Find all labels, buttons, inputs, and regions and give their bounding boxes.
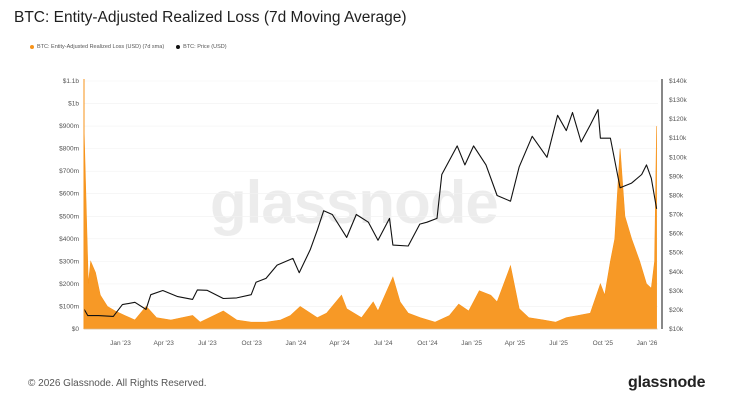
- x-tick-label: Jul '25: [549, 340, 568, 347]
- x-tick-label: Apr '24: [329, 340, 350, 347]
- copyright: © 2026 Glassnode. All Rights Reserved.: [28, 378, 207, 389]
- legend-item-price[interactable]: BTC: Price (USD): [176, 44, 227, 50]
- legend-item-loss[interactable]: BTC: Entity-Adjusted Realized Loss (USD)…: [30, 44, 164, 50]
- legend-label-price: BTC: Price (USD): [183, 44, 227, 50]
- y-right-tick-label: $90k: [669, 173, 684, 180]
- legend-label-loss: BTC: Entity-Adjusted Realized Loss (USD)…: [37, 44, 165, 50]
- loss-area-series: [83, 126, 657, 330]
- x-tick-label: Jan '26: [637, 340, 658, 347]
- brand-logo[interactable]: glassnode: [628, 374, 706, 391]
- x-tick-label: Jul '24: [374, 340, 393, 347]
- x-tick-label: Oct '25: [593, 340, 614, 347]
- legend-swatch-price: [176, 45, 181, 49]
- y-left-tick-label: $700m: [59, 168, 79, 175]
- y-left-tick-label: $400m: [59, 236, 79, 243]
- legend-swatch-loss: [30, 45, 34, 49]
- x-tick-label: Apr '23: [154, 340, 175, 347]
- y-left-tick-label: $0: [72, 326, 80, 333]
- loss-area: [83, 126, 657, 330]
- price-line: [83, 109, 658, 317]
- y-left-tick-label: $1b: [68, 101, 79, 108]
- y-right-tick-label: $80k: [669, 192, 684, 199]
- y-left-tick-label: $200m: [59, 281, 79, 288]
- y-right-tick-label: $40k: [669, 269, 684, 276]
- y-right-tick-label: $60k: [669, 231, 684, 238]
- y-right-tick-label: $100k: [669, 154, 687, 161]
- y-right-tick-label: $20k: [669, 307, 684, 314]
- x-tick-label: Jan '23: [110, 340, 131, 347]
- x-tick-label: Oct '24: [417, 340, 438, 347]
- y-left-tick-label: $100m: [59, 303, 79, 310]
- legend: BTC: Entity-Adjusted Realized Loss (USD)…: [30, 44, 227, 50]
- y-right-tick-label: $50k: [669, 250, 684, 257]
- y-right-tick-label: $120k: [669, 116, 687, 123]
- chart-title: BTC: Entity-Adjusted Realized Loss (7d M…: [14, 9, 407, 26]
- grid: [84, 80, 658, 330]
- x-tick-label: Jul '23: [198, 340, 217, 347]
- y-left-tick-label: $800m: [59, 146, 79, 153]
- x-tick-label: Apr '25: [505, 340, 526, 347]
- y-right-tick-label: $110k: [669, 135, 687, 142]
- price-line-series: [83, 109, 658, 317]
- x-tick-label: Jan '24: [285, 340, 306, 347]
- y-right-tick-label: $70k: [669, 212, 684, 219]
- x-tick-label: Oct '23: [241, 340, 262, 347]
- x-tick-label: Jan '25: [461, 340, 482, 347]
- y-left-tick-label: $1.1b: [63, 78, 80, 85]
- y-right-tick-label: $10k: [669, 326, 684, 333]
- y-left-tick-label: $300m: [59, 258, 79, 265]
- y-right-tick-label: $140k: [669, 78, 687, 85]
- y-left-tick-label: $900m: [59, 123, 79, 130]
- axes: $0 $100m $200m $300m $400m $500m $600m $700m $80…: [59, 78, 687, 347]
- y-left-tick-label: $600m: [59, 191, 79, 198]
- y-right-tick-label: $130k: [669, 97, 687, 104]
- y-left-tick-label: $500m: [59, 213, 79, 220]
- y-right-tick-label: $30k: [669, 288, 684, 295]
